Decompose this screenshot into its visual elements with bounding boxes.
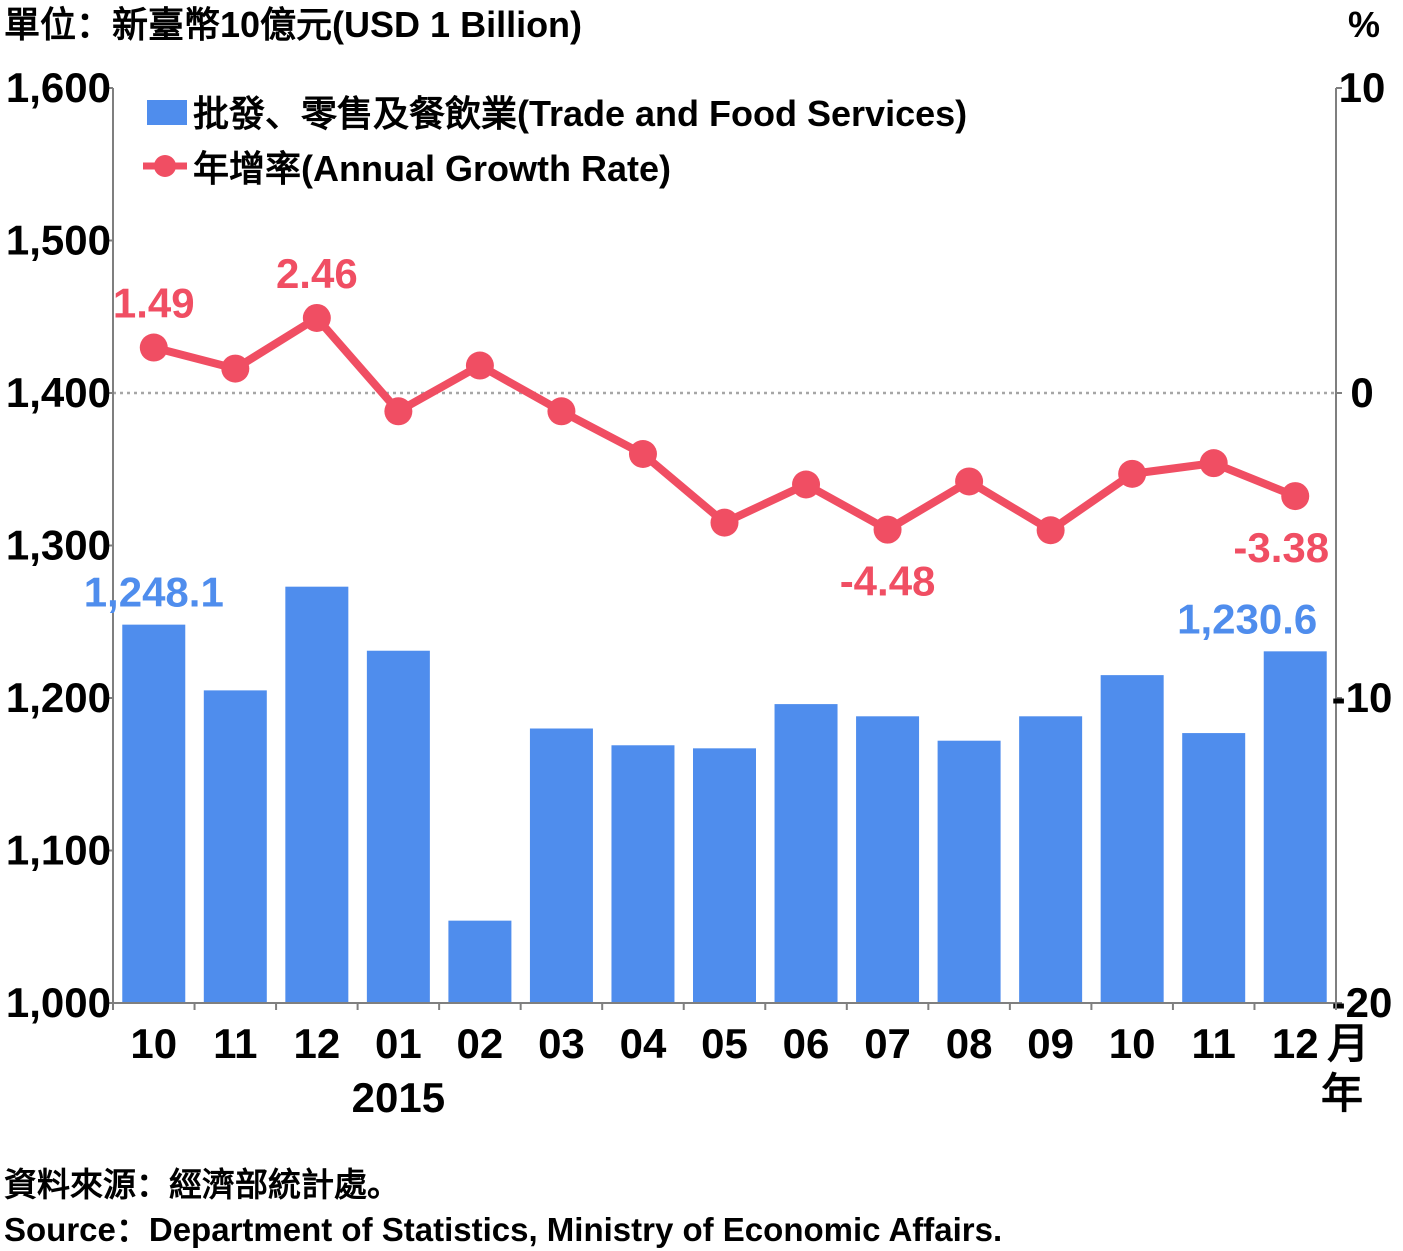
y-left-tick-label: 1,100 [6, 827, 111, 874]
y-left-tick-label: 1,200 [6, 674, 111, 721]
bar-data-label: 1,248.1 [84, 569, 224, 616]
line-data-label: -4.48 [840, 558, 936, 605]
bar [285, 586, 349, 1003]
legend-line-label: 年增率(Annual Growth Rate) [193, 148, 671, 189]
growth-rate-point [1036, 516, 1065, 545]
line-data-label: 2.46 [276, 250, 358, 297]
line-data-label: 1.49 [113, 280, 195, 327]
x-tick-label: 11 [1191, 1020, 1235, 1067]
x-tick-label: 03 [538, 1020, 585, 1067]
x-unit-year: 年 [1321, 1070, 1363, 1117]
bar [774, 704, 838, 1003]
growth-rate-point [547, 397, 576, 426]
bar [1263, 651, 1327, 1003]
legend-bar-swatch [147, 100, 187, 125]
growth-rate-line [152, 313, 1297, 535]
y-right-tick-label: 0 [1350, 369, 1373, 416]
source-note-zh: 資料來源：經濟部統計處。 [4, 1166, 400, 1203]
unit-label-left: 單位：新臺幣10億元(USD 1 Billion) [4, 4, 582, 45]
growth-rate-point [384, 397, 413, 426]
legend-line-marker [154, 155, 176, 177]
bar [1100, 675, 1164, 1003]
x-tick-label: 05 [701, 1020, 748, 1067]
growth-rate-point [302, 303, 331, 332]
bar [856, 716, 920, 1003]
x-unit-month: 月 [1327, 1020, 1369, 1067]
growth-rate-point [873, 515, 902, 544]
y-left-tick-label: 1,300 [6, 522, 111, 569]
bar [1182, 733, 1246, 1003]
unit-label-right: % [1348, 4, 1380, 45]
y-right-tick-label: -20 [1332, 979, 1393, 1026]
x-tick-label: 12 [293, 1020, 340, 1067]
x-tick-label: 02 [457, 1020, 504, 1067]
year-label: 2015 [352, 1074, 445, 1121]
combo-chart: 單位：新臺幣10億元(USD 1 Billion) % 1,0001,1001,… [4, 4, 1392, 1121]
legend: 批發、零售及餐飲業(Trade and Food Services) 年增率(A… [143, 93, 967, 189]
bar [203, 690, 267, 1003]
x-tick-label: 01 [375, 1020, 422, 1067]
bar-data-label: 1,230.6 [1177, 595, 1317, 642]
x-tick-label: 04 [620, 1020, 667, 1067]
x-tick-label: 09 [1027, 1020, 1074, 1067]
x-tick-label: 06 [783, 1020, 830, 1067]
growth-rate-point [465, 351, 494, 380]
y-left-tick-label: 1,000 [6, 979, 111, 1026]
growth-rate-point [792, 470, 821, 499]
line-group [139, 303, 1310, 545]
growth-rate-point [221, 354, 250, 383]
growth-rate-point [139, 333, 168, 362]
growth-rate-point [1118, 459, 1147, 488]
bar [448, 920, 512, 1003]
y-left-tick-label: 1,400 [6, 369, 111, 416]
bar-group [122, 586, 1327, 1003]
line-data-label: -3.38 [1233, 524, 1329, 571]
source-note-en: Source：Department of Statistics, Ministr… [4, 1211, 1003, 1248]
growth-rate-point [955, 467, 984, 496]
x-tick-label: 07 [864, 1020, 911, 1067]
x-tick-label: 12 [1272, 1020, 1319, 1067]
growth-rate-point [1281, 482, 1310, 511]
axes-group: 1,000 1,100 1,200 1,300 1,400 1,500 1,600 -20 -1… [6, 64, 1392, 1026]
legend-bar-label: 批發、零售及餐飲業(Trade and Food Services) [193, 93, 967, 134]
y-left-tick-label: 1,500 [6, 217, 111, 264]
bar [122, 624, 186, 1003]
bar [366, 650, 430, 1003]
bar [1019, 716, 1083, 1003]
y-left-tick-label: 1,600 [6, 64, 111, 111]
x-tick-label: 11 [213, 1020, 257, 1067]
data-label-group: 1,248.1 1,230.6 1.49 2.46 -4.48 -3.38 [84, 250, 1329, 642]
growth-rate-point [710, 508, 739, 537]
bar [611, 745, 675, 1003]
x-tick-label: 08 [946, 1020, 993, 1067]
bar [529, 728, 593, 1003]
bar [937, 740, 1001, 1003]
x-tick-label: 10 [1109, 1020, 1156, 1067]
bar [693, 748, 756, 1003]
growth-rate-point [1199, 449, 1228, 478]
y-right-tick-label: -10 [1332, 674, 1393, 721]
y-right-tick-label: 10 [1339, 64, 1386, 111]
x-tick-label: 10 [130, 1020, 177, 1067]
growth-rate-point [628, 440, 657, 468]
